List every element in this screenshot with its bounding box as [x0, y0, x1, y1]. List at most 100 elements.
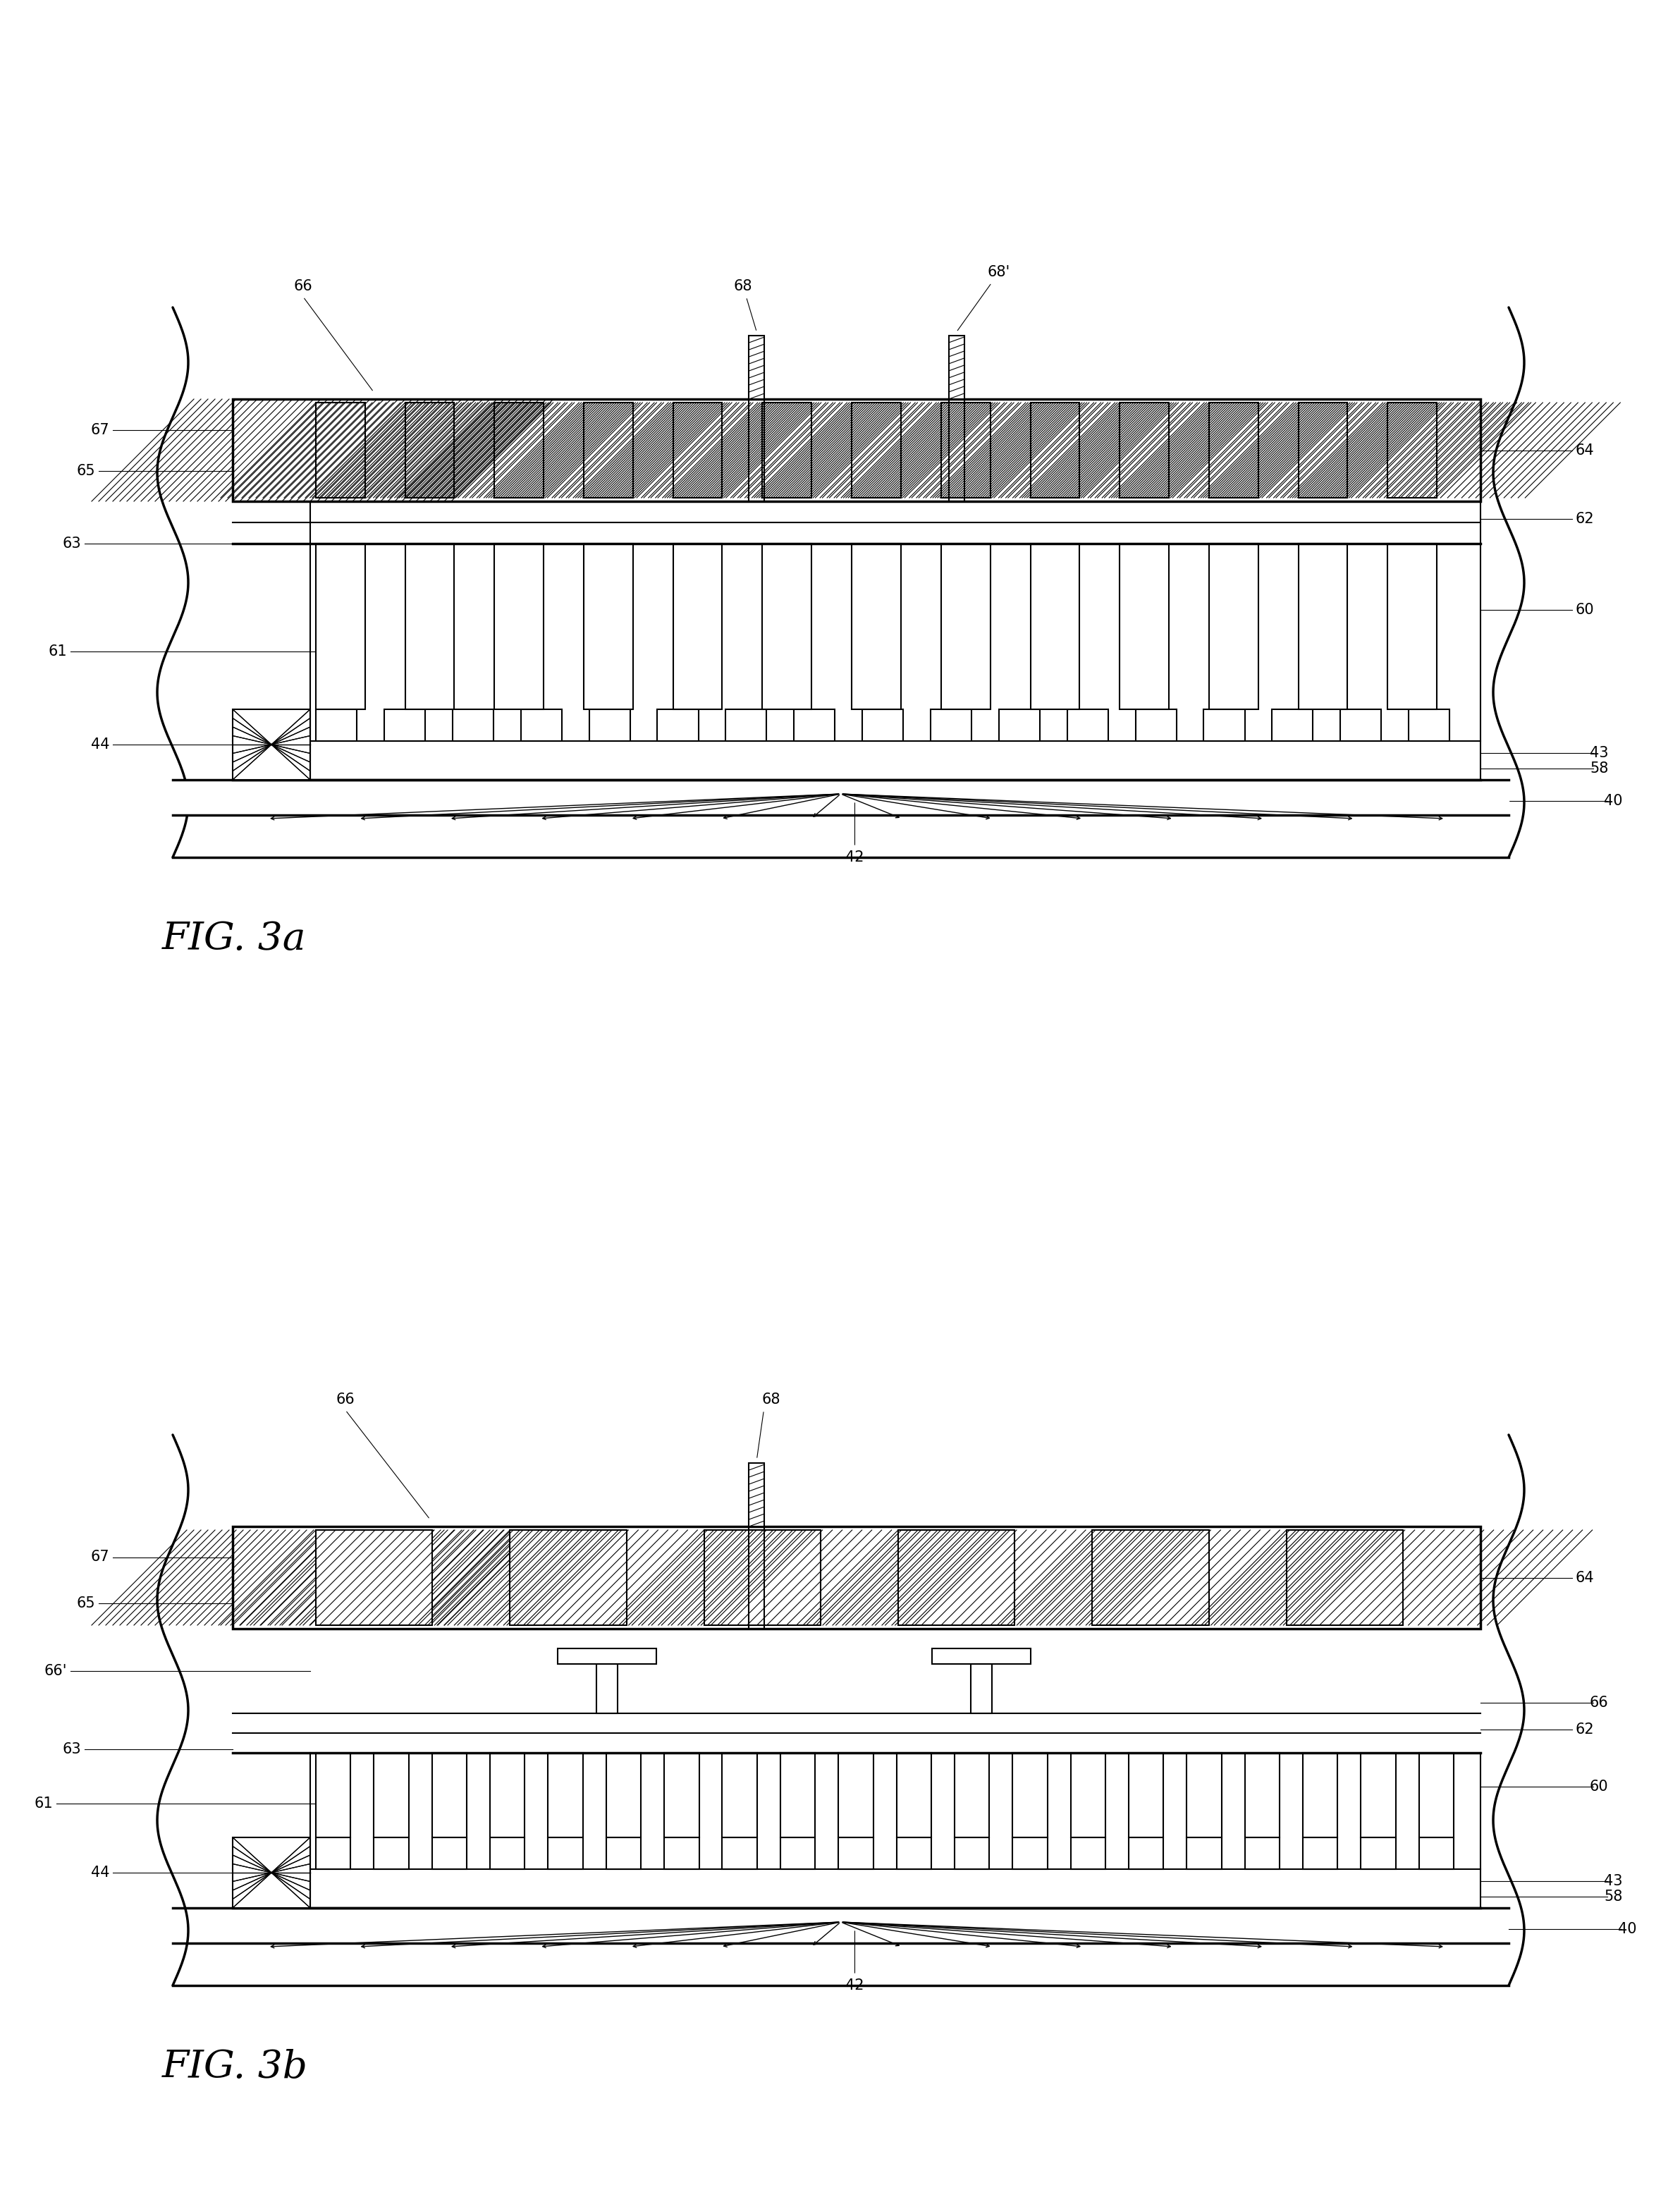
Bar: [897, 1753, 931, 1837]
Text: 44: 44: [91, 738, 109, 751]
Bar: [674, 402, 722, 499]
Text: 58: 58: [1604, 1889, 1623, 1903]
Bar: [1388, 402, 1436, 499]
Bar: [780, 1837, 815, 1870]
Bar: [316, 543, 365, 710]
Bar: [1420, 1753, 1453, 1837]
Bar: [941, 543, 990, 710]
Text: 62: 62: [1576, 512, 1594, 525]
Bar: [941, 402, 990, 499]
Text: 61: 61: [49, 644, 67, 659]
Bar: [432, 1837, 467, 1870]
Bar: [1341, 710, 1381, 740]
Text: 66: 66: [294, 279, 312, 294]
Bar: [704, 1529, 820, 1626]
Bar: [558, 1648, 657, 1663]
Bar: [852, 543, 900, 710]
Bar: [432, 1753, 467, 1837]
Bar: [664, 1837, 699, 1870]
Text: 60: 60: [1589, 1780, 1608, 1793]
Bar: [1119, 402, 1169, 499]
Bar: [1186, 1837, 1221, 1870]
Bar: [971, 1663, 991, 1714]
Bar: [838, 1837, 874, 1870]
Bar: [1287, 1529, 1403, 1626]
Bar: [949, 336, 964, 400]
Bar: [494, 543, 544, 710]
Text: 40: 40: [1618, 1922, 1636, 1936]
Text: 66: 66: [336, 1393, 354, 1406]
Bar: [749, 1463, 764, 1527]
Bar: [726, 710, 766, 740]
Text: 68: 68: [761, 1393, 780, 1406]
Bar: [548, 1837, 583, 1870]
Bar: [1299, 543, 1347, 710]
Bar: [1000, 710, 1040, 740]
Bar: [1092, 1529, 1208, 1626]
Text: FIG. 3a: FIG. 3a: [163, 921, 306, 958]
Text: 64: 64: [1576, 444, 1594, 457]
Bar: [232, 1837, 311, 1907]
Text: FIG. 3b: FIG. 3b: [163, 2050, 307, 2085]
Bar: [722, 1753, 758, 1837]
Text: 60: 60: [1576, 602, 1594, 617]
Bar: [1030, 402, 1080, 499]
Text: 58: 58: [1589, 760, 1608, 776]
Bar: [1210, 402, 1258, 499]
Bar: [664, 1753, 699, 1837]
Bar: [1299, 402, 1347, 499]
Text: 42: 42: [845, 850, 864, 863]
Bar: [780, 1753, 815, 1837]
Bar: [838, 1753, 874, 1837]
Bar: [954, 1837, 990, 1870]
Bar: [763, 402, 811, 499]
Bar: [1136, 710, 1176, 740]
Bar: [375, 1837, 408, 1870]
Bar: [899, 1529, 1015, 1626]
Bar: [1245, 1753, 1280, 1837]
Bar: [521, 710, 561, 740]
Bar: [232, 1527, 1480, 1628]
Text: 68': 68': [988, 266, 1010, 279]
Bar: [931, 710, 971, 740]
Bar: [316, 402, 365, 499]
Bar: [452, 710, 494, 740]
Bar: [232, 400, 1480, 501]
Bar: [1067, 710, 1109, 740]
Bar: [657, 710, 699, 740]
Bar: [375, 1753, 408, 1837]
Text: 44: 44: [91, 1865, 109, 1881]
Bar: [1119, 543, 1169, 710]
Bar: [316, 1529, 432, 1626]
Text: 63: 63: [62, 1742, 81, 1755]
Bar: [763, 543, 811, 710]
Text: 63: 63: [62, 536, 81, 551]
Bar: [316, 1753, 351, 1837]
Bar: [491, 1753, 524, 1837]
Bar: [1245, 1837, 1280, 1870]
Bar: [1302, 1753, 1337, 1837]
Bar: [1361, 1837, 1396, 1870]
Bar: [1388, 543, 1436, 710]
Bar: [1030, 543, 1080, 710]
Bar: [583, 543, 633, 710]
Bar: [494, 402, 544, 499]
Bar: [1013, 1753, 1047, 1837]
Text: 65: 65: [76, 1595, 96, 1610]
Bar: [511, 1529, 627, 1626]
Bar: [897, 1837, 931, 1870]
Bar: [596, 1663, 618, 1714]
Bar: [1205, 710, 1245, 740]
Text: 66: 66: [1589, 1696, 1609, 1709]
Bar: [1302, 1837, 1337, 1870]
Bar: [316, 1837, 351, 1870]
Text: 40: 40: [1604, 793, 1623, 808]
Bar: [749, 336, 764, 400]
Bar: [932, 1648, 1032, 1663]
Bar: [1070, 1753, 1105, 1837]
Bar: [1210, 543, 1258, 710]
Bar: [1272, 710, 1314, 740]
Bar: [405, 402, 454, 499]
Bar: [590, 710, 630, 740]
Text: 64: 64: [1576, 1571, 1594, 1584]
